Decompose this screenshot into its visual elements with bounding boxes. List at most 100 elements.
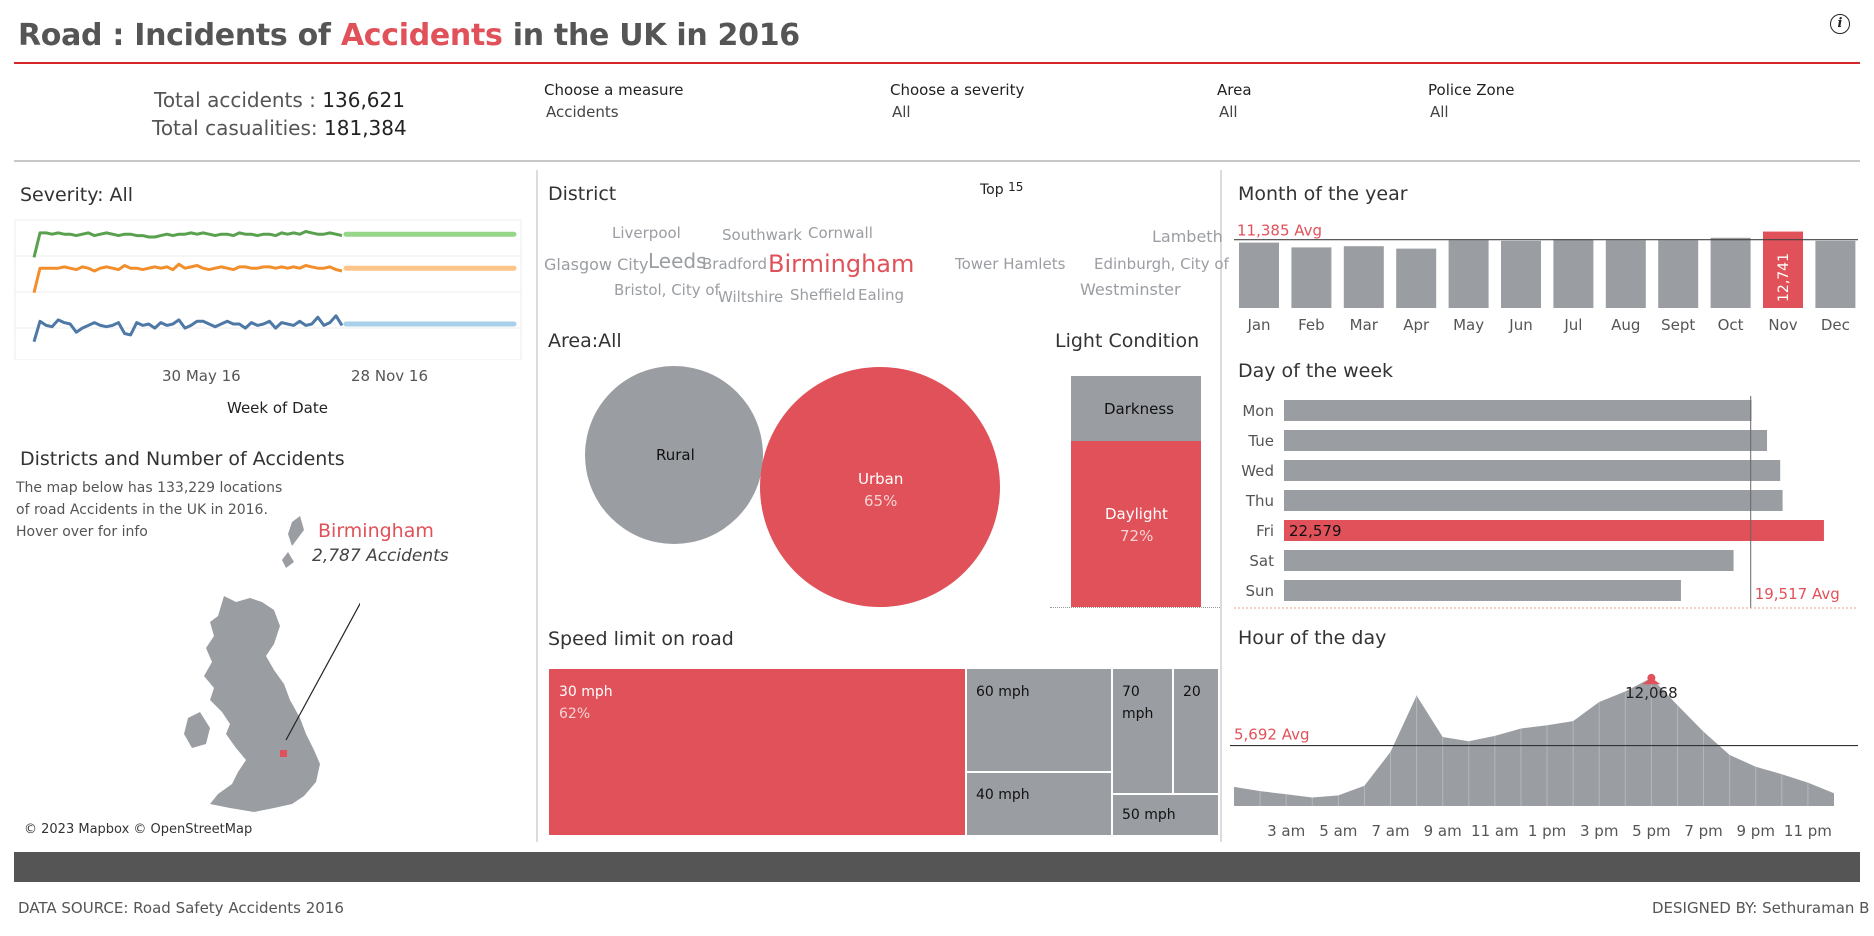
speed-title: Speed limit on road xyxy=(548,628,734,650)
week-average-label: 19,517 Avg xyxy=(1755,585,1840,603)
week-bar xyxy=(1284,520,1824,541)
urban-bubble xyxy=(760,367,1000,607)
map-copyright[interactable]: © 2023 Mapbox © OpenStreetMap xyxy=(24,822,253,837)
filter-police-zone-label: Police Zone xyxy=(1428,81,1515,99)
week-title: Day of the week xyxy=(1238,360,1394,382)
treemap-50mph[interactable] xyxy=(1113,795,1218,835)
district-word[interactable]: Ealing xyxy=(858,286,905,304)
filter-area-select[interactable]: All xyxy=(1219,103,1238,121)
week-bar xyxy=(1284,430,1768,451)
district-word-highlight[interactable]: Birmingham xyxy=(768,250,915,278)
district-word[interactable]: Glasgow City xyxy=(544,255,649,274)
map-description: The map below has 133,229 locations of r… xyxy=(16,480,283,540)
uk-map[interactable] xyxy=(170,512,360,816)
treemap-20mph[interactable] xyxy=(1174,669,1218,793)
week-tick-label: Tue xyxy=(1247,432,1274,450)
district-word[interactable]: Tower Hamlets xyxy=(955,255,1066,273)
hour-tick-label: 11 am xyxy=(1471,822,1519,840)
district-word[interactable]: Liverpool xyxy=(612,224,681,242)
hour-tick-label: 3 am xyxy=(1267,822,1305,840)
month-bar xyxy=(1501,240,1541,308)
month-average-label: 11,385 Avg xyxy=(1237,222,1322,240)
filters-divider xyxy=(14,160,1860,162)
map-highlight-value: 2,787 Accidents xyxy=(312,546,449,566)
daylight-segment[interactable] xyxy=(1071,441,1201,607)
footer-data-source: DATA SOURCE: Road Safety Accidents 2016 xyxy=(18,899,344,917)
hour-tick-label: 9 pm xyxy=(1737,822,1775,840)
week-bar-chart[interactable]: Mon Tue Wed Thu Fri 22,579 Sat Sun 19,517 Avg xyxy=(1234,392,1860,612)
week-tick-label: Sat xyxy=(1249,552,1274,570)
treemap-40mph[interactable] xyxy=(967,773,1111,835)
filter-area-label: Area xyxy=(1217,81,1252,99)
map-section-title: Districts and Number of Accidents xyxy=(20,448,345,470)
footer-designer: DESIGNED BY: Sethuraman B xyxy=(1652,899,1870,917)
great-britain-mainland xyxy=(204,596,320,812)
map-highlight-name: Birmingham xyxy=(318,520,434,542)
month-bar-chart[interactable]: Jan Feb Mar Apr May Jun Jul Aug Sept Oct Nov 12,741… xyxy=(1234,222,1860,340)
footer-bar xyxy=(14,852,1860,882)
district-word[interactable]: Leeds xyxy=(648,249,707,273)
urban-label: Urban xyxy=(858,470,904,488)
severity-series-line xyxy=(32,262,343,294)
month-tick-label: Feb xyxy=(1298,316,1325,334)
info-icon[interactable]: i xyxy=(1830,14,1850,34)
district-word[interactable]: Edinburgh, City of xyxy=(1094,255,1229,273)
severity-x-tick: 28 Nov 16 xyxy=(351,367,428,385)
week-highlight-value: 22,579 xyxy=(1289,522,1342,540)
rural-bubble xyxy=(585,366,763,544)
month-bar xyxy=(1343,246,1384,308)
filter-police-zone-select[interactable]: All xyxy=(1430,103,1449,121)
birmingham-marker xyxy=(280,750,287,757)
hour-tick-label: 1 pm xyxy=(1528,822,1566,840)
district-word[interactable]: Southwark xyxy=(722,226,802,244)
district-word[interactable]: Bradford xyxy=(702,255,768,273)
district-word[interactable]: Westminster xyxy=(1080,280,1181,299)
district-title: District xyxy=(548,183,617,205)
area-bubble-chart[interactable] xyxy=(560,356,1010,616)
district-word[interactable]: Sheffield xyxy=(790,286,856,304)
month-bar xyxy=(1763,231,1803,308)
district-word[interactable]: Wiltshire xyxy=(718,288,784,306)
hour-area-fill xyxy=(1234,677,1834,806)
hour-peak-value: 12,068 xyxy=(1625,684,1678,702)
treemap-70mph[interactable] xyxy=(1113,669,1172,793)
urban-percent: 65% xyxy=(864,492,898,510)
district-word[interactable]: Bristol, City of xyxy=(614,281,720,299)
district-word[interactable]: Lambeth xyxy=(1152,227,1223,246)
severity-x-axis-label: Week of Date xyxy=(227,399,328,417)
filter-severity-select[interactable]: All xyxy=(892,103,911,121)
treemap-60mph[interactable] xyxy=(967,669,1111,771)
treemap-30mph[interactable] xyxy=(549,669,965,835)
hour-tick-label: 7 am xyxy=(1371,822,1409,840)
month-bar xyxy=(1553,239,1594,308)
darkness-label: Darkness xyxy=(1104,400,1174,418)
week-bar xyxy=(1284,580,1681,601)
week-bar xyxy=(1284,490,1783,511)
hour-tick-label: 9 am xyxy=(1424,822,1462,840)
severity-line-chart[interactable] xyxy=(14,212,522,360)
hour-tick-label: 7 pm xyxy=(1684,822,1722,840)
hour-tick-label: 3 pm xyxy=(1580,822,1618,840)
hour-area-chart[interactable]: 12,068 5,692 Avg 3 am 5 am 7 am 9 am 11 am 1 pm… xyxy=(1230,660,1860,842)
district-top-control[interactable]: Top 15 xyxy=(980,180,1024,198)
month-bar xyxy=(1815,240,1856,308)
treemap-20mph-label: 20 xyxy=(1183,684,1201,700)
district-word[interactable]: Cornwall xyxy=(808,224,873,242)
light-baseline xyxy=(1050,607,1220,608)
total-accidents: Total accidents : 136,621 xyxy=(154,88,405,112)
week-tick-label: Fri xyxy=(1256,522,1274,540)
column-divider-right xyxy=(1220,170,1222,842)
rural-label: Rural xyxy=(656,446,695,464)
treemap-70mph-label: 70 xyxy=(1122,684,1140,700)
month-tick-label: Apr xyxy=(1403,316,1430,334)
filter-measure-select[interactable]: Accidents xyxy=(546,103,619,121)
month-bar xyxy=(1658,240,1699,308)
hour-tick-label: 5 am xyxy=(1319,822,1357,840)
hour-title: Hour of the day xyxy=(1238,627,1387,649)
darkness-segment[interactable] xyxy=(1071,376,1201,441)
month-title: Month of the year xyxy=(1238,183,1408,205)
month-bar xyxy=(1239,242,1279,308)
map-callout-line xyxy=(285,602,360,741)
month-tick-label: Oct xyxy=(1718,316,1744,334)
month-bar xyxy=(1448,240,1489,308)
